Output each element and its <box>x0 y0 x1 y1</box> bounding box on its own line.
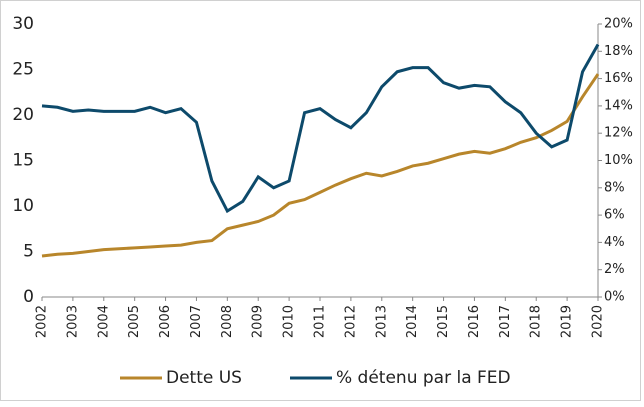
x-tick-label: 2017 <box>498 305 513 338</box>
x-tick-label: 2007 <box>189 305 204 338</box>
y2-tick-label: 16% <box>604 71 633 86</box>
y2-tick-label: 12% <box>604 126 633 141</box>
x-tick-label: 2016 <box>467 305 482 338</box>
y-tick-label: 20 <box>12 105 34 125</box>
x-tick-label: 2018 <box>529 305 544 338</box>
x-tick-label: 2009 <box>251 305 266 338</box>
y-tick-label: 0 <box>23 287 34 307</box>
y2-tick-label: 20% <box>604 17 633 32</box>
x-tick-label: 2004 <box>96 305 111 338</box>
x-tick-label: 2020 <box>591 305 606 338</box>
x-tick-label: 2019 <box>560 305 575 338</box>
y-tick-label: 15 <box>12 151 34 171</box>
x-tick-label: 2015 <box>436 305 451 338</box>
y2-tick-label: 6% <box>604 208 625 223</box>
y2-tick-label: 0% <box>604 290 625 305</box>
x-tick-label: 2012 <box>343 305 358 338</box>
y2-tick-label: 2% <box>604 262 625 277</box>
legend-label: Dette US <box>166 368 242 388</box>
legend-label: % détenu par la FED <box>336 368 511 388</box>
y2-tick-label: 10% <box>604 153 633 168</box>
x-tick-label: 2006 <box>158 305 173 338</box>
x-tick-label: 2008 <box>220 305 235 338</box>
y-tick-label: 30 <box>12 14 34 34</box>
x-tick-label: 2014 <box>405 305 420 338</box>
y2-tick-label: 18% <box>604 44 633 59</box>
x-tick-label: 2005 <box>127 305 142 338</box>
series-line <box>41 43 600 214</box>
y-tick-label: 10 <box>12 196 34 216</box>
y2-tick-label: 14% <box>604 98 633 113</box>
x-tick-label: 2013 <box>374 305 389 338</box>
y-tick-label: 25 <box>12 60 34 80</box>
x-tick-label: 2010 <box>282 305 297 338</box>
y2-tick-label: 8% <box>604 180 625 195</box>
series-line <box>41 73 600 258</box>
y2-tick-label: 4% <box>604 235 625 250</box>
x-tick-label: 2002 <box>35 305 50 338</box>
x-tick-label: 2011 <box>313 305 328 338</box>
y-tick-label: 5 <box>23 242 34 262</box>
x-tick-label: 2003 <box>65 305 80 338</box>
